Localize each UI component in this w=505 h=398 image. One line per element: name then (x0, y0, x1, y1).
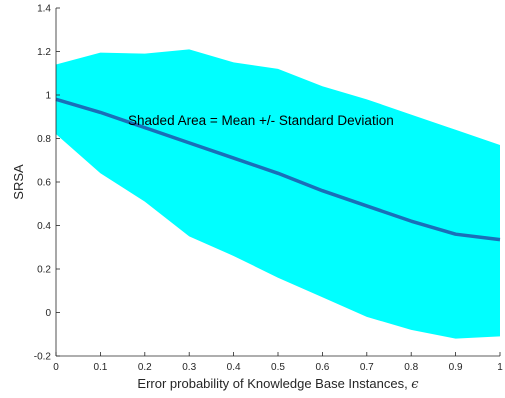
x-tick-label: 0.7 (360, 362, 374, 373)
x-tick-label: 1 (497, 362, 503, 373)
x-tick-label: 0.4 (227, 362, 241, 373)
plot-area (55, 49, 501, 339)
annotation-text: Shaded Area = Mean +/- Standard Deviatio… (128, 113, 394, 128)
mean-line (55, 97, 501, 242)
ticks: 0 0.1 0.2 0.3 0.4 0.5 0.6 0.7 0.8 0.9 1-0.200.20.4… (34, 4, 503, 374)
y-tick-label: 1.2 (37, 47, 51, 58)
x-tick-label: 0.3 (182, 362, 196, 373)
x-tick-label: 0.5 (271, 362, 285, 373)
x-tick-label: 0.9 (449, 362, 463, 373)
x-tick-label: 0 (53, 362, 59, 373)
x-tick-label: 0.6 (315, 362, 329, 373)
x-tick-label: 0.2 (138, 362, 152, 373)
y-axis-label: SRSA (11, 164, 26, 200)
y-tick-label: 1 (45, 91, 51, 102)
x-axis-label-text: Error probability of Knowledge Base Inst… (137, 376, 411, 391)
y-tick-label: 1.4 (37, 4, 51, 15)
y-tick-label: 0.8 (37, 134, 51, 145)
x-tick-label: 0.8 (404, 362, 418, 373)
y-tick-label: 0 (45, 308, 51, 319)
y-tick-label: 0.6 (37, 178, 51, 189)
y-tick-label: 0.4 (37, 221, 51, 232)
x-axis-label-symbol: ϵ (411, 377, 419, 392)
y-tick-label: -0.2 (34, 352, 52, 363)
x-tick-label: 0.1 (93, 362, 107, 373)
y-tick-label: 0.2 (37, 265, 51, 276)
x-axis-label: Error probability of Knowledge Base Inst… (137, 376, 419, 392)
std-band-area (56, 49, 500, 339)
